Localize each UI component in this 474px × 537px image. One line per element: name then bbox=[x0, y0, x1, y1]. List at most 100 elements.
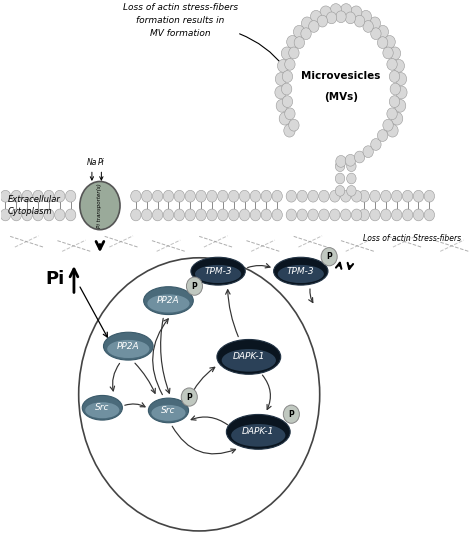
Circle shape bbox=[185, 190, 195, 202]
Circle shape bbox=[336, 11, 346, 23]
Text: Pi: Pi bbox=[46, 270, 64, 288]
Ellipse shape bbox=[144, 287, 193, 315]
Circle shape bbox=[207, 209, 217, 221]
Circle shape bbox=[239, 209, 250, 221]
Circle shape bbox=[207, 190, 217, 202]
Text: Loss of actin Stress-fibers: Loss of actin Stress-fibers bbox=[364, 234, 462, 243]
Circle shape bbox=[301, 17, 313, 30]
Circle shape bbox=[153, 190, 163, 202]
Text: formation results in: formation results in bbox=[136, 16, 225, 25]
Circle shape bbox=[351, 190, 362, 202]
Circle shape bbox=[293, 25, 305, 38]
Circle shape bbox=[387, 59, 397, 70]
Circle shape bbox=[392, 190, 402, 202]
Circle shape bbox=[308, 209, 318, 221]
Circle shape bbox=[277, 60, 289, 72]
Text: DAPK-1: DAPK-1 bbox=[242, 427, 274, 437]
Circle shape bbox=[396, 86, 407, 99]
Ellipse shape bbox=[227, 415, 290, 449]
Circle shape bbox=[329, 190, 340, 202]
Circle shape bbox=[371, 139, 381, 150]
Circle shape bbox=[250, 190, 261, 202]
Circle shape bbox=[359, 190, 369, 202]
Circle shape bbox=[286, 190, 297, 202]
Circle shape bbox=[196, 209, 206, 221]
Circle shape bbox=[355, 151, 365, 163]
Circle shape bbox=[282, 71, 292, 82]
Circle shape bbox=[369, 17, 381, 30]
Circle shape bbox=[317, 15, 328, 27]
Circle shape bbox=[424, 209, 435, 221]
Circle shape bbox=[351, 209, 362, 221]
Ellipse shape bbox=[222, 349, 276, 372]
Circle shape bbox=[383, 47, 393, 59]
Circle shape bbox=[424, 190, 435, 202]
Circle shape bbox=[345, 12, 356, 24]
Circle shape bbox=[340, 4, 352, 17]
Circle shape bbox=[377, 129, 388, 141]
Circle shape bbox=[297, 209, 308, 221]
Circle shape bbox=[387, 124, 398, 137]
Circle shape bbox=[309, 20, 319, 32]
Circle shape bbox=[272, 209, 283, 221]
Circle shape bbox=[370, 209, 380, 221]
Text: P: P bbox=[289, 410, 294, 419]
Circle shape bbox=[131, 190, 141, 202]
Circle shape bbox=[185, 209, 195, 221]
Text: Src: Src bbox=[161, 406, 176, 415]
Circle shape bbox=[394, 99, 406, 112]
Circle shape bbox=[285, 59, 295, 70]
Circle shape bbox=[282, 96, 292, 107]
Circle shape bbox=[336, 156, 346, 167]
Circle shape bbox=[359, 209, 369, 221]
Circle shape bbox=[320, 6, 331, 19]
Circle shape bbox=[360, 10, 372, 23]
Circle shape bbox=[284, 124, 295, 137]
Circle shape bbox=[389, 71, 400, 82]
Circle shape bbox=[181, 388, 197, 406]
Circle shape bbox=[55, 209, 65, 221]
Circle shape bbox=[389, 96, 400, 107]
Circle shape bbox=[377, 25, 389, 38]
Circle shape bbox=[363, 146, 374, 157]
Circle shape bbox=[329, 209, 340, 221]
Circle shape bbox=[345, 155, 356, 166]
Circle shape bbox=[381, 209, 391, 221]
Circle shape bbox=[275, 72, 287, 85]
Circle shape bbox=[346, 161, 356, 171]
Circle shape bbox=[381, 190, 391, 202]
Circle shape bbox=[377, 37, 388, 48]
Ellipse shape bbox=[148, 398, 189, 423]
Circle shape bbox=[11, 190, 21, 202]
Circle shape bbox=[239, 190, 250, 202]
Circle shape bbox=[282, 83, 292, 95]
Circle shape bbox=[218, 190, 228, 202]
Circle shape bbox=[174, 209, 184, 221]
Text: (MVs): (MVs) bbox=[324, 92, 358, 102]
Circle shape bbox=[308, 190, 318, 202]
Circle shape bbox=[163, 190, 173, 202]
Circle shape bbox=[279, 112, 291, 125]
Ellipse shape bbox=[195, 265, 241, 283]
Circle shape bbox=[395, 72, 407, 85]
Text: Na: Na bbox=[87, 158, 97, 166]
Circle shape bbox=[283, 405, 300, 423]
Circle shape bbox=[55, 190, 65, 202]
Circle shape bbox=[228, 190, 239, 202]
Circle shape bbox=[351, 6, 362, 19]
Ellipse shape bbox=[107, 340, 149, 358]
Circle shape bbox=[346, 173, 356, 184]
Text: MV formation: MV formation bbox=[150, 29, 210, 38]
Circle shape bbox=[11, 209, 21, 221]
Text: PP2A: PP2A bbox=[117, 342, 140, 351]
Ellipse shape bbox=[278, 265, 324, 283]
Circle shape bbox=[371, 28, 381, 40]
Circle shape bbox=[261, 209, 272, 221]
Circle shape bbox=[355, 15, 365, 27]
Circle shape bbox=[383, 119, 393, 131]
Circle shape bbox=[335, 173, 345, 184]
Circle shape bbox=[22, 209, 32, 221]
Circle shape bbox=[384, 35, 395, 48]
Circle shape bbox=[326, 12, 337, 24]
Circle shape bbox=[393, 60, 404, 72]
